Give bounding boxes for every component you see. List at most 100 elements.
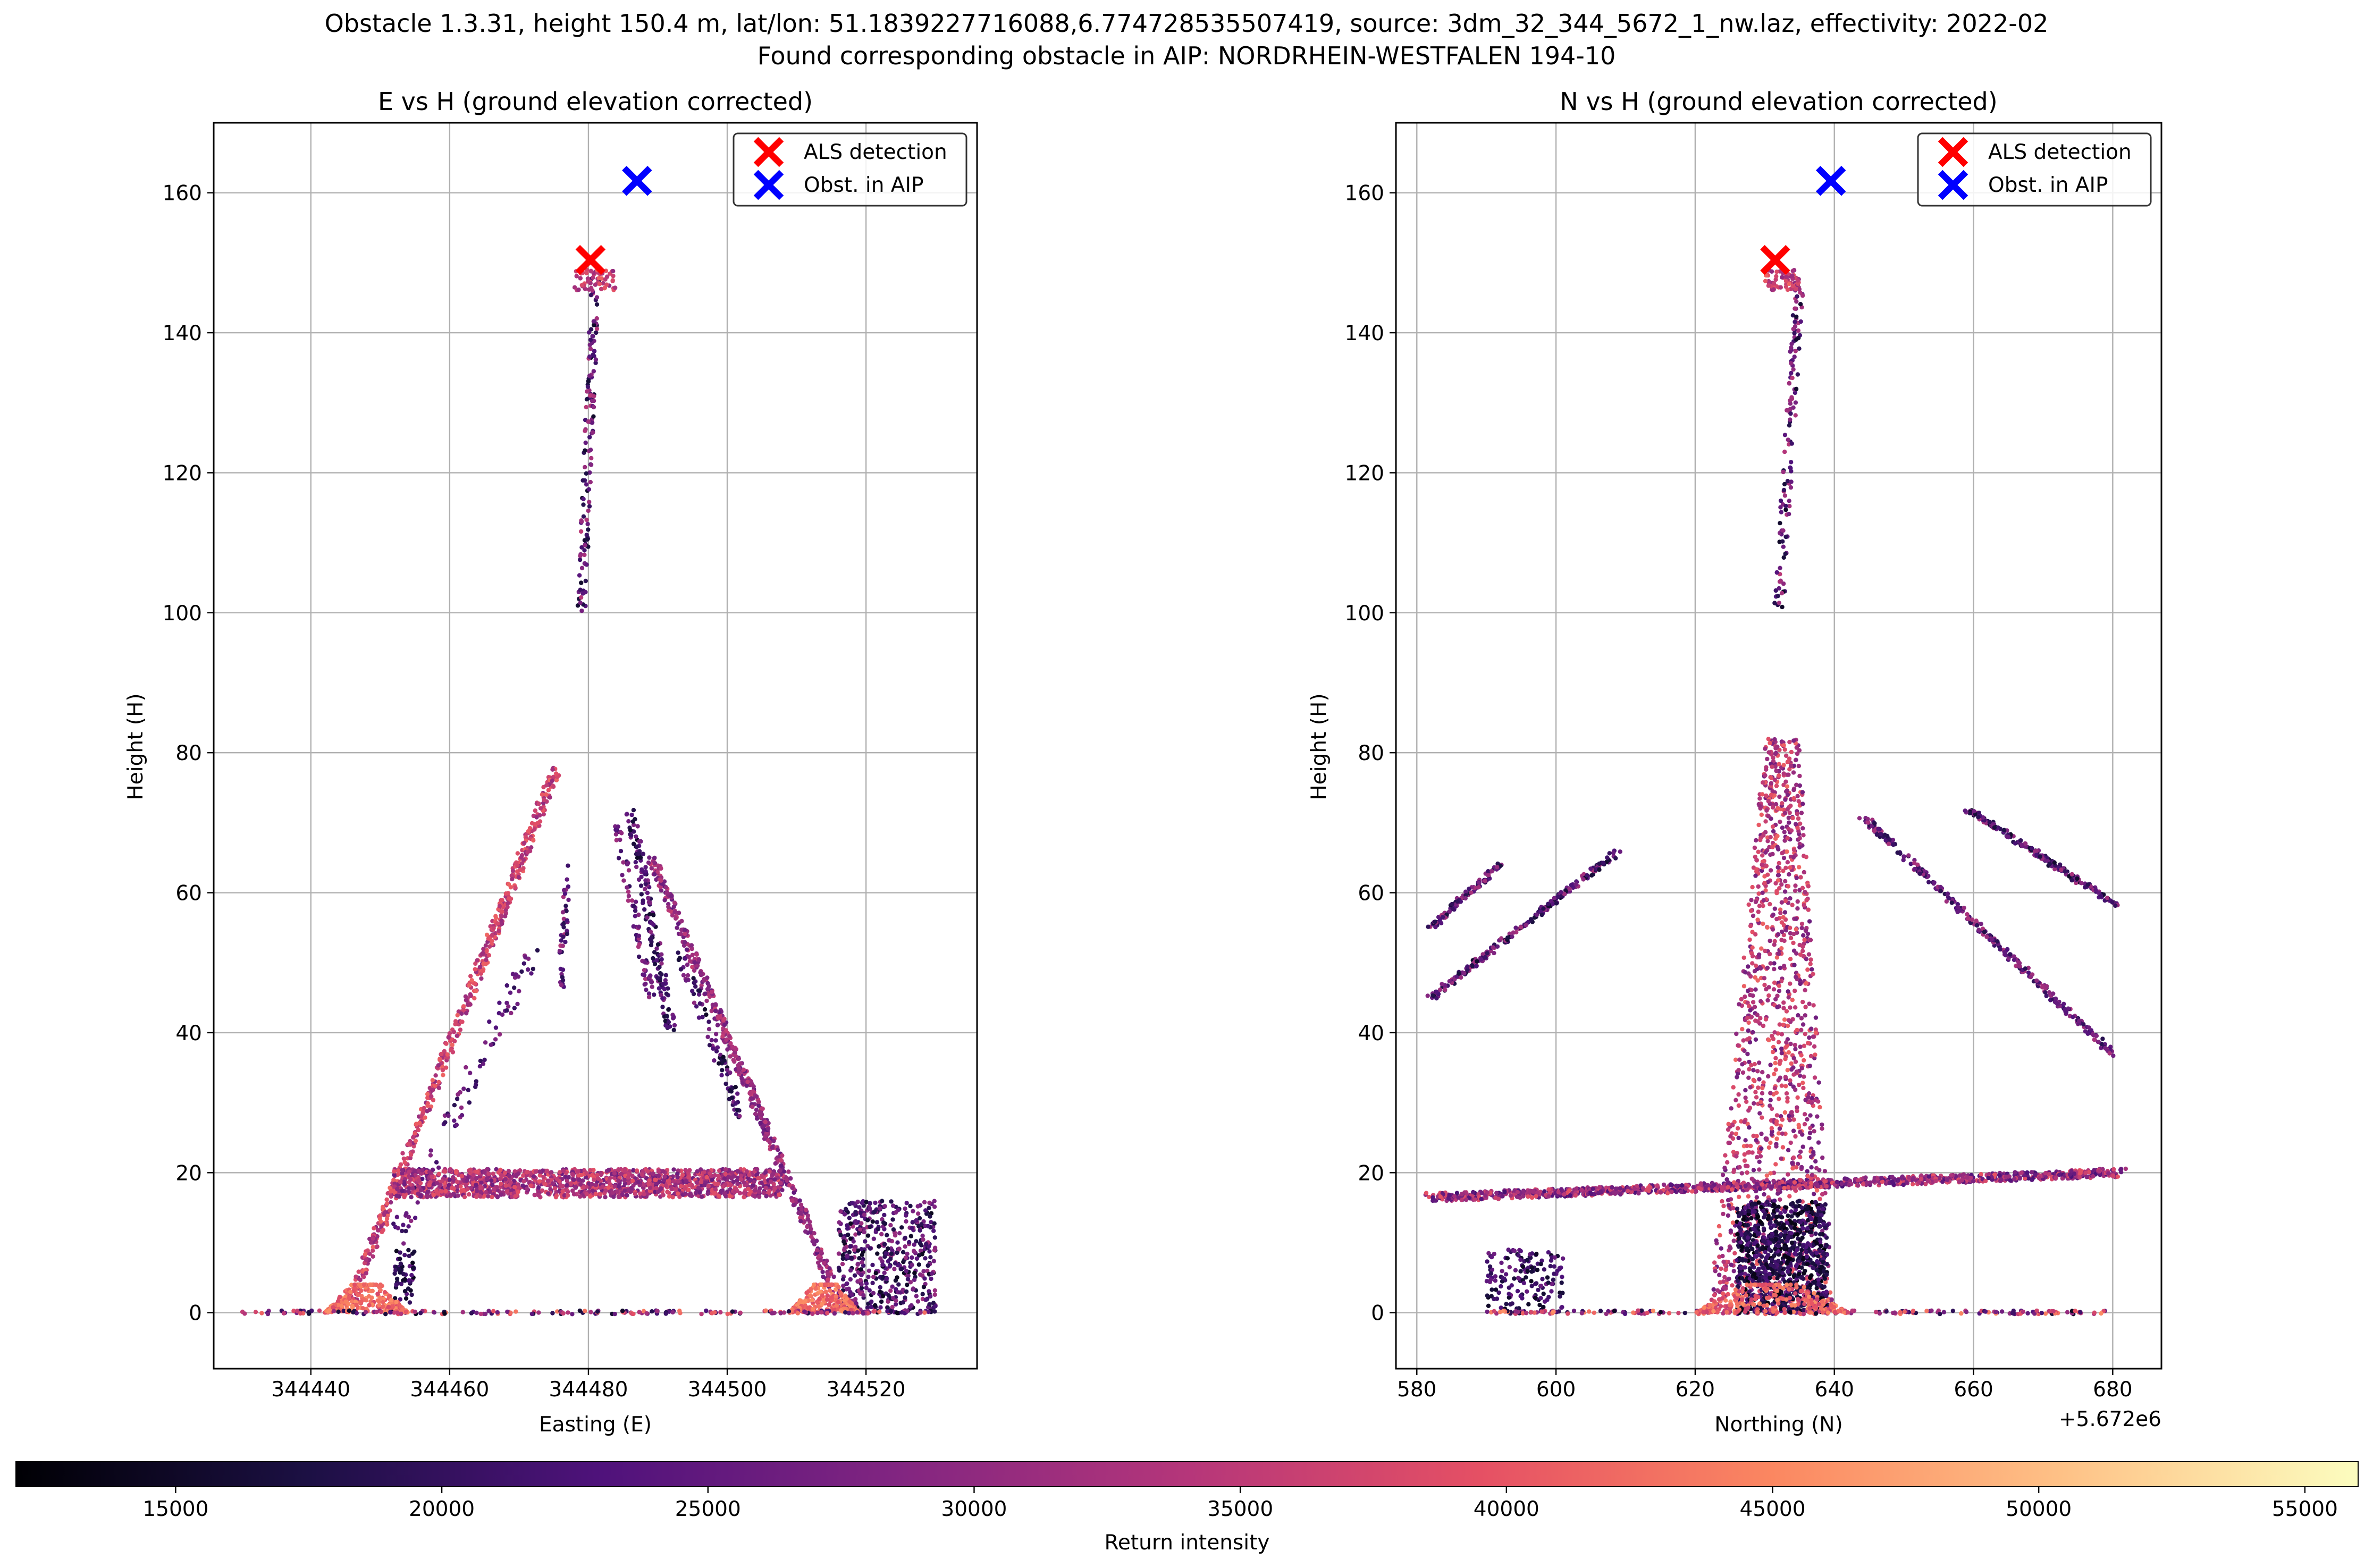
scatter-point	[594, 326, 600, 331]
scatter-point	[904, 1289, 909, 1294]
scatter-point	[663, 1311, 668, 1316]
scatter-point	[655, 1309, 660, 1313]
scatter-point	[603, 1195, 608, 1200]
scatter-point	[650, 984, 654, 989]
scatter-point	[722, 1191, 728, 1196]
scatter-point	[797, 1300, 802, 1305]
scatter-point	[763, 1119, 768, 1124]
scatter-point	[868, 1225, 872, 1229]
scatter-point	[704, 1308, 709, 1313]
scatter-point	[642, 887, 647, 891]
scatter-point	[421, 1109, 426, 1115]
scatter-point	[584, 397, 590, 402]
scatter-point	[407, 1300, 413, 1305]
scatter-point	[903, 1235, 907, 1241]
scatter-point	[585, 384, 591, 390]
scatter-point	[469, 1311, 474, 1316]
scatter-point	[758, 1120, 763, 1125]
scatter-point	[391, 1221, 396, 1226]
scatter-point	[621, 878, 626, 883]
scatter-point	[493, 914, 498, 918]
scatter-point	[659, 952, 664, 957]
scatter-point	[570, 1312, 575, 1317]
scatter-point	[592, 394, 596, 399]
scatter-point	[607, 1167, 611, 1173]
scatter-point	[926, 1309, 931, 1314]
scatter-point	[880, 1262, 885, 1267]
scatter-point	[577, 573, 582, 578]
y-tick-label: 120	[163, 461, 202, 485]
scatter-point	[641, 898, 645, 903]
scatter-point	[842, 1212, 847, 1217]
scatter-point	[695, 1169, 700, 1174]
scatter-point	[903, 1244, 907, 1249]
scatter-point	[486, 1309, 491, 1313]
scatter-point	[591, 414, 596, 419]
scatter-point	[425, 1189, 430, 1194]
scatter-point	[473, 961, 478, 966]
scatter-point	[450, 1042, 455, 1048]
scatter-point	[490, 1194, 494, 1200]
scatter-point	[652, 992, 657, 997]
scatter-point	[928, 1294, 933, 1299]
scatter-point	[889, 1199, 894, 1204]
scatter-point	[356, 1269, 361, 1274]
scatter-point	[862, 1212, 867, 1217]
scatter-point	[734, 1047, 739, 1052]
scatter-point	[554, 1176, 560, 1182]
scatter-point	[718, 1310, 723, 1315]
chart-left-legend-aip-label: Obst. in AIP	[804, 173, 924, 197]
scatter-point	[866, 1275, 871, 1279]
scatter-point	[464, 1011, 469, 1016]
scatter-point	[806, 1305, 811, 1310]
scatter-point	[561, 921, 566, 926]
scatter-point	[878, 1285, 883, 1290]
scatter-point	[515, 1001, 520, 1007]
scatter-point	[399, 1311, 403, 1316]
scatter-point	[778, 1311, 783, 1316]
scatter-point	[394, 1283, 399, 1287]
scatter-point	[836, 1300, 841, 1305]
scatter-point	[608, 1176, 612, 1181]
scatter-point	[659, 972, 664, 977]
scatter-point	[594, 330, 599, 335]
scatter-point	[699, 1311, 704, 1317]
scatter-point	[587, 435, 592, 440]
scatter-point	[474, 1183, 478, 1187]
scatter-point	[561, 888, 567, 892]
scatter-point	[611, 268, 616, 274]
scatter-point	[827, 1288, 832, 1293]
scatter-point	[803, 1229, 808, 1234]
scatter-point	[728, 1183, 733, 1187]
scatter-point	[616, 856, 621, 861]
scatter-point	[410, 1266, 416, 1270]
scatter-point	[516, 1190, 520, 1194]
scatter-point	[655, 942, 661, 947]
scatter-point	[401, 1223, 406, 1227]
scatter-point	[578, 553, 583, 559]
scatter-point	[918, 1310, 923, 1315]
scatter-point	[382, 1290, 388, 1295]
scatter-point	[704, 1012, 709, 1017]
scatter-point	[586, 527, 591, 532]
scatter-point	[593, 282, 598, 287]
scatter-point	[578, 276, 583, 281]
x-tick-label: 344500	[688, 1378, 767, 1402]
y-tick-label: 60	[175, 882, 202, 906]
scatter-point	[484, 957, 489, 963]
scatter-point	[869, 1304, 874, 1310]
scatter-point	[407, 1189, 411, 1194]
scatter-point	[620, 873, 625, 878]
scatter-point	[890, 1203, 896, 1208]
scatter-point	[588, 269, 593, 274]
scatter-point	[444, 1041, 449, 1046]
scatter-point	[481, 968, 485, 974]
scatter-point	[621, 860, 626, 865]
scatter-point	[649, 942, 654, 948]
scatter-point	[467, 983, 472, 988]
scatter-point	[827, 1302, 831, 1307]
scatter-point	[565, 1178, 570, 1184]
scatter-point	[849, 1292, 854, 1297]
scatter-point	[715, 1045, 720, 1050]
scatter-point	[836, 1285, 841, 1289]
